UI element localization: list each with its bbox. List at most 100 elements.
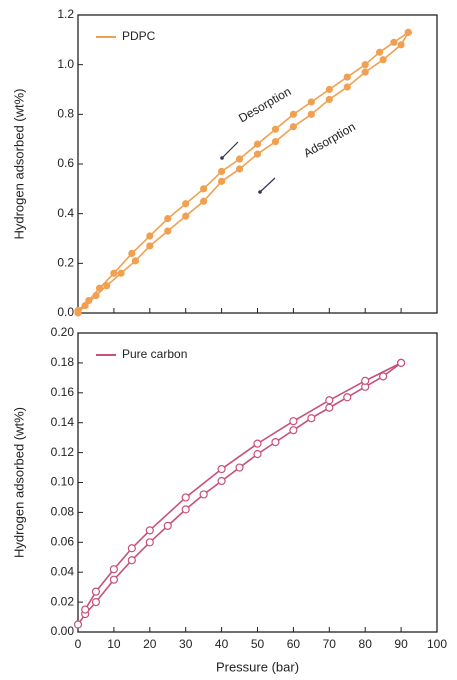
y-axis-label: Hydrogen adsorbed (wt%) — [11, 407, 26, 558]
marker — [164, 227, 172, 235]
series-line — [77, 31, 409, 314]
marker — [163, 521, 172, 530]
y-tick-label: 0.20 — [51, 325, 75, 339]
annotation: Desorption — [236, 84, 293, 125]
marker — [390, 38, 398, 46]
marker — [91, 597, 101, 607]
marker — [325, 95, 333, 104]
y-tick-label: 0.12 — [51, 445, 75, 459]
y-tick-label: 0.8 — [57, 107, 74, 121]
marker — [253, 439, 262, 448]
marker — [271, 438, 280, 447]
arrow-head — [220, 156, 224, 160]
marker — [235, 463, 244, 472]
marker — [289, 426, 298, 435]
marker — [110, 269, 118, 277]
marker — [217, 464, 226, 474]
annotation-arrow — [259, 177, 276, 193]
marker — [235, 165, 244, 173]
marker — [289, 123, 297, 131]
marker — [307, 414, 316, 423]
y-tick-label: 0.2 — [57, 256, 74, 270]
marker — [146, 242, 154, 250]
marker — [117, 269, 125, 277]
marker — [343, 73, 351, 81]
y-tick-label: 0.0 — [57, 305, 74, 319]
marker — [91, 587, 101, 596]
y-tick-label: 0.08 — [51, 505, 75, 519]
marker — [307, 98, 315, 106]
y-tick-label: 0.4 — [57, 206, 74, 220]
marker — [253, 449, 262, 459]
x-tick-label: 10 — [107, 637, 121, 651]
y-axis-label: Hydrogen adsorbed (wt%) — [11, 88, 26, 239]
y-tick-label: 0.18 — [51, 355, 75, 369]
marker — [289, 417, 298, 426]
marker — [181, 505, 190, 514]
x-tick-label: 80 — [359, 637, 373, 651]
y-tick-label: 0.10 — [51, 475, 75, 489]
marker — [85, 296, 93, 305]
marker — [218, 177, 226, 185]
marker — [128, 249, 136, 257]
marker — [146, 232, 154, 240]
x-tick-label: 50 — [251, 637, 265, 651]
marker — [109, 565, 119, 574]
marker — [182, 212, 190, 220]
marker — [127, 556, 136, 565]
y-tick-label: 1.0 — [57, 57, 74, 71]
marker — [325, 85, 333, 94]
x-axis-label: Pressure (bar) — [216, 659, 299, 674]
marker — [181, 493, 190, 502]
y-tick-label: 0.14 — [51, 415, 75, 429]
marker — [379, 56, 387, 64]
marker — [182, 200, 190, 208]
annotation-arrow — [221, 141, 239, 159]
y-tick-label: 1.2 — [57, 7, 74, 21]
marker — [343, 393, 352, 402]
marker — [81, 605, 90, 614]
legend-label: PDPC — [122, 29, 156, 43]
marker — [375, 48, 384, 56]
x-tick-label: 0 — [75, 637, 82, 651]
marker — [145, 538, 154, 547]
x-tick-label: 90 — [394, 637, 408, 651]
marker — [325, 403, 334, 412]
marker — [199, 490, 208, 499]
y-tick-label: 0.04 — [51, 564, 75, 578]
marker — [397, 41, 405, 49]
marker — [271, 125, 280, 133]
y-tick-label: 0.00 — [51, 624, 75, 638]
x-tick-label: 60 — [287, 637, 301, 651]
y-tick-label: 0.02 — [51, 594, 75, 608]
marker — [127, 544, 136, 553]
marker — [361, 376, 370, 385]
marker — [81, 301, 89, 310]
y-tick-label: 0.16 — [51, 385, 75, 399]
marker — [95, 284, 104, 292]
marker — [218, 167, 226, 176]
marker — [271, 138, 280, 146]
series-line — [77, 31, 409, 312]
marker — [343, 83, 351, 91]
marker — [325, 396, 334, 405]
marker — [235, 155, 244, 163]
x-tick-label: 70 — [323, 637, 337, 651]
x-tick-label: 40 — [215, 637, 229, 651]
y-tick-label: 0.06 — [51, 534, 75, 548]
marker — [145, 526, 154, 535]
marker — [404, 28, 412, 36]
marker — [253, 150, 262, 158]
y-tick-label: 0.6 — [57, 156, 74, 170]
annotation: Adsorption — [301, 120, 358, 161]
marker — [217, 476, 226, 486]
marker — [200, 185, 208, 193]
x-tick-label: 30 — [179, 637, 193, 651]
marker — [103, 282, 111, 290]
marker — [200, 197, 208, 205]
x-tick-label: 100 — [427, 637, 447, 651]
x-tick-label: 20 — [143, 637, 157, 651]
marker — [379, 372, 388, 381]
marker — [397, 358, 406, 367]
